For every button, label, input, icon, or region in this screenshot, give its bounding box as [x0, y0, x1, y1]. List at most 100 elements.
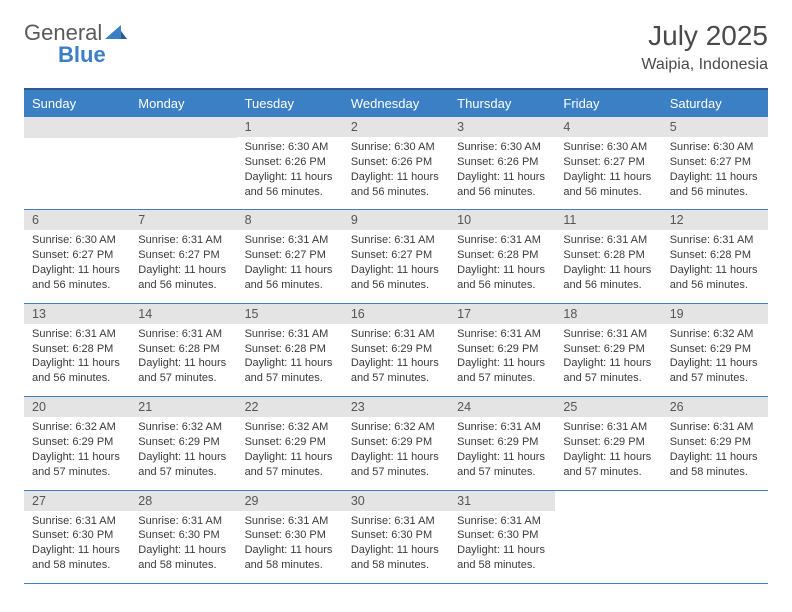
calendar-cell: 9Sunrise: 6:31 AMSunset: 6:27 PMDaylight… [343, 210, 449, 303]
calendar-cell: 27Sunrise: 6:31 AMSunset: 6:30 PMDayligh… [24, 490, 130, 583]
day-content: Sunrise: 6:32 AMSunset: 6:29 PMDaylight:… [662, 324, 768, 396]
day-content-empty [24, 138, 130, 200]
day-content: Sunrise: 6:31 AMSunset: 6:30 PMDaylight:… [449, 511, 555, 583]
day-number: 27 [24, 491, 130, 511]
daylight-line: Daylight: 11 hours and 58 minutes. [457, 543, 547, 573]
day-content: Sunrise: 6:31 AMSunset: 6:29 PMDaylight:… [555, 324, 661, 396]
day-number: 26 [662, 397, 768, 417]
sunset-line: Sunset: 6:27 PM [670, 155, 760, 170]
calendar-cell: 2Sunrise: 6:30 AMSunset: 6:26 PMDaylight… [343, 117, 449, 210]
day-content: Sunrise: 6:32 AMSunset: 6:29 PMDaylight:… [24, 417, 130, 489]
day-content: Sunrise: 6:31 AMSunset: 6:30 PMDaylight:… [24, 511, 130, 583]
sunrise-line: Sunrise: 6:30 AM [457, 140, 547, 155]
sunset-line: Sunset: 6:29 PM [32, 435, 122, 450]
weekday-header: Wednesday [343, 89, 449, 117]
day-content: Sunrise: 6:31 AMSunset: 6:30 PMDaylight:… [343, 511, 449, 583]
sunrise-line: Sunrise: 6:32 AM [138, 420, 228, 435]
day-content: Sunrise: 6:31 AMSunset: 6:28 PMDaylight:… [130, 324, 236, 396]
day-content: Sunrise: 6:32 AMSunset: 6:29 PMDaylight:… [237, 417, 343, 489]
day-content: Sunrise: 6:31 AMSunset: 6:28 PMDaylight:… [662, 230, 768, 302]
calendar-cell: 5Sunrise: 6:30 AMSunset: 6:27 PMDaylight… [662, 117, 768, 210]
calendar-body: 1Sunrise: 6:30 AMSunset: 6:26 PMDaylight… [24, 117, 768, 583]
sunset-line: Sunset: 6:27 PM [563, 155, 653, 170]
calendar-cell: 22Sunrise: 6:32 AMSunset: 6:29 PMDayligh… [237, 397, 343, 490]
day-number: 2 [343, 117, 449, 137]
calendar-week-row: 20Sunrise: 6:32 AMSunset: 6:29 PMDayligh… [24, 397, 768, 490]
daylight-line: Daylight: 11 hours and 56 minutes. [245, 263, 335, 293]
weekday-row: SundayMondayTuesdayWednesdayThursdayFrid… [24, 89, 768, 117]
day-content: Sunrise: 6:31 AMSunset: 6:30 PMDaylight:… [130, 511, 236, 583]
day-content: Sunrise: 6:30 AMSunset: 6:27 PMDaylight:… [662, 137, 768, 209]
sunset-line: Sunset: 6:27 PM [138, 248, 228, 263]
calendar-cell: 31Sunrise: 6:31 AMSunset: 6:30 PMDayligh… [449, 490, 555, 583]
day-number: 16 [343, 304, 449, 324]
calendar-cell: 21Sunrise: 6:32 AMSunset: 6:29 PMDayligh… [130, 397, 236, 490]
sunrise-line: Sunrise: 6:32 AM [245, 420, 335, 435]
calendar-cell: 8Sunrise: 6:31 AMSunset: 6:27 PMDaylight… [237, 210, 343, 303]
calendar-cell: 23Sunrise: 6:32 AMSunset: 6:29 PMDayligh… [343, 397, 449, 490]
calendar-cell: 20Sunrise: 6:32 AMSunset: 6:29 PMDayligh… [24, 397, 130, 490]
sunrise-line: Sunrise: 6:31 AM [245, 514, 335, 529]
calendar-cell: 10Sunrise: 6:31 AMSunset: 6:28 PMDayligh… [449, 210, 555, 303]
sunset-line: Sunset: 6:30 PM [32, 528, 122, 543]
calendar-cell: 25Sunrise: 6:31 AMSunset: 6:29 PMDayligh… [555, 397, 661, 490]
calendar-week-row: 13Sunrise: 6:31 AMSunset: 6:28 PMDayligh… [24, 303, 768, 396]
sunset-line: Sunset: 6:30 PM [245, 528, 335, 543]
sunrise-line: Sunrise: 6:30 AM [32, 233, 122, 248]
brand-part2: Blue [58, 42, 106, 67]
day-content: Sunrise: 6:32 AMSunset: 6:29 PMDaylight:… [343, 417, 449, 489]
day-content: Sunrise: 6:30 AMSunset: 6:26 PMDaylight:… [237, 137, 343, 209]
day-number: 6 [24, 210, 130, 230]
calendar-cell: 16Sunrise: 6:31 AMSunset: 6:29 PMDayligh… [343, 303, 449, 396]
calendar-cell: 3Sunrise: 6:30 AMSunset: 6:26 PMDaylight… [449, 117, 555, 210]
calendar-cell-empty [130, 117, 236, 210]
daylight-line: Daylight: 11 hours and 56 minutes. [563, 170, 653, 200]
calendar-cell: 12Sunrise: 6:31 AMSunset: 6:28 PMDayligh… [662, 210, 768, 303]
daylight-line: Daylight: 11 hours and 57 minutes. [670, 356, 760, 386]
day-content: Sunrise: 6:30 AMSunset: 6:26 PMDaylight:… [343, 137, 449, 209]
daylight-line: Daylight: 11 hours and 58 minutes. [670, 450, 760, 480]
calendar-cell: 15Sunrise: 6:31 AMSunset: 6:28 PMDayligh… [237, 303, 343, 396]
calendar-week-row: 27Sunrise: 6:31 AMSunset: 6:30 PMDayligh… [24, 490, 768, 583]
sunset-line: Sunset: 6:30 PM [138, 528, 228, 543]
day-content: Sunrise: 6:31 AMSunset: 6:30 PMDaylight:… [237, 511, 343, 583]
calendar-cell-empty [662, 490, 768, 583]
day-number-empty [24, 117, 130, 138]
sunset-line: Sunset: 6:28 PM [245, 342, 335, 357]
weekday-header: Thursday [449, 89, 555, 117]
sunset-line: Sunset: 6:30 PM [457, 528, 547, 543]
day-number: 23 [343, 397, 449, 417]
day-content: Sunrise: 6:31 AMSunset: 6:28 PMDaylight:… [237, 324, 343, 396]
day-number: 30 [343, 491, 449, 511]
day-number: 28 [130, 491, 236, 511]
day-content: Sunrise: 6:31 AMSunset: 6:28 PMDaylight:… [449, 230, 555, 302]
calendar-cell-empty [555, 490, 661, 583]
month-title: July 2025 [641, 20, 768, 52]
day-number: 20 [24, 397, 130, 417]
day-content: Sunrise: 6:31 AMSunset: 6:28 PMDaylight:… [555, 230, 661, 302]
day-content-empty [555, 491, 661, 553]
day-content-empty [130, 138, 236, 200]
day-number: 13 [24, 304, 130, 324]
sunset-line: Sunset: 6:27 PM [351, 248, 441, 263]
sunset-line: Sunset: 6:29 PM [351, 435, 441, 450]
daylight-line: Daylight: 11 hours and 57 minutes. [351, 450, 441, 480]
calendar-cell: 6Sunrise: 6:30 AMSunset: 6:27 PMDaylight… [24, 210, 130, 303]
sunrise-line: Sunrise: 6:31 AM [457, 327, 547, 342]
day-number: 9 [343, 210, 449, 230]
sunrise-line: Sunrise: 6:32 AM [32, 420, 122, 435]
day-content: Sunrise: 6:31 AMSunset: 6:27 PMDaylight:… [237, 230, 343, 302]
day-content: Sunrise: 6:31 AMSunset: 6:28 PMDaylight:… [24, 324, 130, 396]
daylight-line: Daylight: 11 hours and 56 minutes. [138, 263, 228, 293]
sunrise-line: Sunrise: 6:31 AM [563, 327, 653, 342]
daylight-line: Daylight: 11 hours and 58 minutes. [351, 543, 441, 573]
calendar-cell: 17Sunrise: 6:31 AMSunset: 6:29 PMDayligh… [449, 303, 555, 396]
day-number: 29 [237, 491, 343, 511]
daylight-line: Daylight: 11 hours and 58 minutes. [245, 543, 335, 573]
sunrise-line: Sunrise: 6:31 AM [351, 327, 441, 342]
daylight-line: Daylight: 11 hours and 56 minutes. [351, 170, 441, 200]
day-content: Sunrise: 6:30 AMSunset: 6:27 PMDaylight:… [24, 230, 130, 302]
calendar-cell: 11Sunrise: 6:31 AMSunset: 6:28 PMDayligh… [555, 210, 661, 303]
day-content: Sunrise: 6:31 AMSunset: 6:27 PMDaylight:… [343, 230, 449, 302]
calendar-table: SundayMondayTuesdayWednesdayThursdayFrid… [24, 88, 768, 584]
